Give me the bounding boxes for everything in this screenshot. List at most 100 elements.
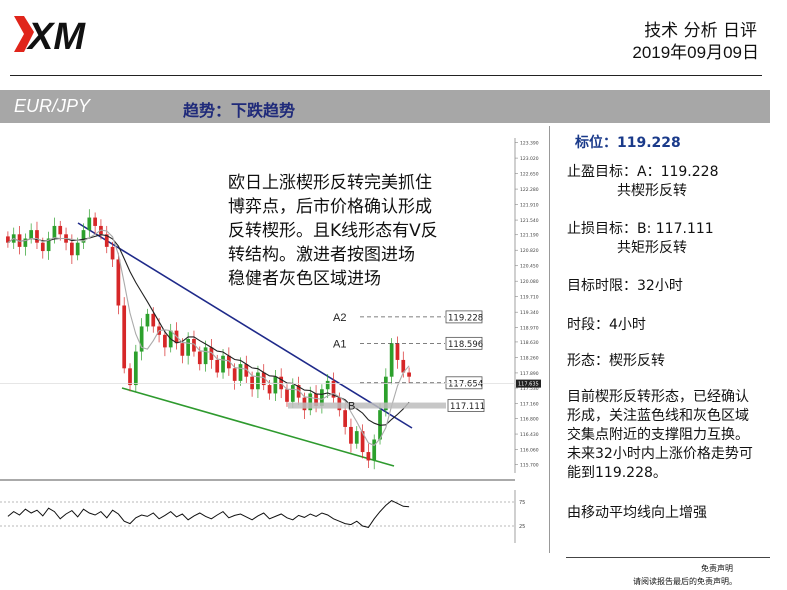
take-profit-line: 止盈目标：A：119.228: [567, 164, 719, 180]
candle-body: [290, 385, 295, 402]
candle-body: [360, 431, 365, 453]
candle-body: [250, 376, 254, 390]
candle-body: [256, 372, 260, 390]
candle-body: [17, 234, 22, 247]
disclaimer-title: 免责声明: [701, 564, 733, 573]
description-line: 形成，关注蓝色线和灰色区域: [567, 408, 749, 424]
candle-body: [186, 339, 191, 356]
price-tick-label: 116.430: [520, 432, 539, 438]
candle-body: [35, 230, 39, 243]
candle-body: [349, 426, 353, 444]
title-band: [0, 90, 770, 123]
level-name: B: [348, 401, 355, 413]
level-box: [445, 376, 483, 390]
ma-line-gray: [7, 229, 410, 447]
candle-body: [314, 393, 318, 406]
candle-body: [308, 393, 313, 411]
description-line: 未来32小时内上涨价格走势可: [567, 446, 753, 462]
xm-logo: XM: [14, 16, 86, 54]
gray-zone: [288, 402, 446, 409]
candle-body: [267, 385, 272, 394]
candle-body: [354, 431, 359, 444]
candle-body: [52, 225, 57, 239]
price-tick-label: 123.020: [520, 156, 539, 162]
candle-body: [46, 238, 51, 252]
upper-trendline: [77, 222, 413, 429]
candle-body: [145, 313, 150, 327]
current-price-label: 117.635: [518, 382, 539, 388]
price-tick-label: 121.910: [520, 203, 539, 209]
candle-body: [29, 230, 34, 239]
level-name: A2: [333, 312, 346, 324]
candle-body: [221, 355, 225, 373]
price-tick-label: 117.160: [520, 401, 539, 407]
header-divider: [10, 75, 762, 76]
take-profit-note: 共楔形反转: [617, 183, 687, 199]
candle-body: [133, 351, 138, 386]
candle-body: [70, 242, 74, 256]
price-tick-label: 118.630: [520, 340, 539, 346]
price-tick-label: 120.450: [520, 264, 539, 270]
candle-body: [273, 376, 278, 394]
candle-body: [75, 242, 80, 256]
disclaimer-text[interactable]: 请阅读报告最后的免责声明。: [633, 577, 737, 586]
currency-pair: EUR/JPY: [14, 96, 91, 116]
level-box: [445, 336, 483, 350]
annotation-line: 欧日上涨楔形反转完美抓住: [228, 173, 432, 193]
annotation-line: 稳健者灰色区域进场: [228, 269, 381, 289]
candle-body: [81, 230, 86, 243]
candle-body: [110, 246, 115, 260]
price-tick-label: 117.530: [520, 386, 539, 392]
candle-body: [343, 410, 347, 427]
rsi-tick-label: 25: [519, 524, 525, 530]
stop-loss-line: 止损目标：B: 117.111: [567, 221, 714, 237]
rsi-tick-label: 75: [519, 500, 525, 506]
candle-body: [389, 343, 394, 377]
candle-body: [331, 380, 336, 398]
level-name: A1: [333, 338, 346, 350]
candle-body: [6, 236, 10, 243]
candle-body: [104, 234, 109, 247]
candle-body: [40, 242, 45, 252]
candle-body: [128, 368, 132, 386]
candle-body: [163, 334, 167, 348]
logo-text: XM: [26, 16, 86, 54]
candle-body: [139, 326, 144, 352]
price-tick-label: 119.710: [520, 295, 539, 301]
candle-body: [192, 339, 196, 352]
report-title: 技术 分析 日评: [644, 21, 757, 41]
candle-body: [325, 380, 330, 390]
description-line: 交集点附近的支撑阻力互换。: [567, 427, 749, 443]
candle-body: [261, 372, 266, 386]
candle-body: [401, 359, 406, 373]
footer-divider: [566, 557, 770, 558]
ma-note: 由移动平均线向上增强: [567, 505, 707, 521]
candle-body: [151, 313, 156, 327]
pattern: 形态：楔形反转: [567, 353, 665, 369]
price-tick-label: 117.890: [520, 371, 539, 377]
price-tick-label: 118.260: [520, 355, 539, 361]
current-price-marker: [516, 379, 541, 388]
price-tick-label: 118.970: [520, 326, 539, 332]
price-tick-label: 119.340: [520, 310, 539, 316]
candle-body: [296, 385, 301, 398]
lower-trendline: [121, 387, 395, 467]
price-tick-label: 115.700: [520, 463, 539, 469]
candle-body: [116, 259, 121, 306]
price-tick-label: 120.080: [520, 279, 539, 285]
level-value: 117.111: [450, 402, 485, 412]
price-tick-label: 123.390: [520, 141, 539, 147]
annotation-line: 博弈点，后市价格确认形成: [228, 197, 432, 217]
level-value: 119.228: [448, 313, 483, 323]
level-value: 118.596: [448, 340, 483, 350]
rsi-line: [7, 500, 410, 528]
price-chart: A2 119.228 A1 118.596 117.654 B 117.111 123.39…: [0, 128, 549, 553]
level-box: [445, 310, 483, 324]
candle-body: [383, 376, 388, 411]
key-level: 标位：119.228: [575, 135, 681, 151]
candle-body: [87, 217, 92, 231]
price-tick-label: 116.060: [520, 448, 539, 454]
candle-body: [122, 305, 127, 369]
report-date: 2019年09月09日: [632, 43, 759, 62]
candle-body: [244, 364, 249, 377]
